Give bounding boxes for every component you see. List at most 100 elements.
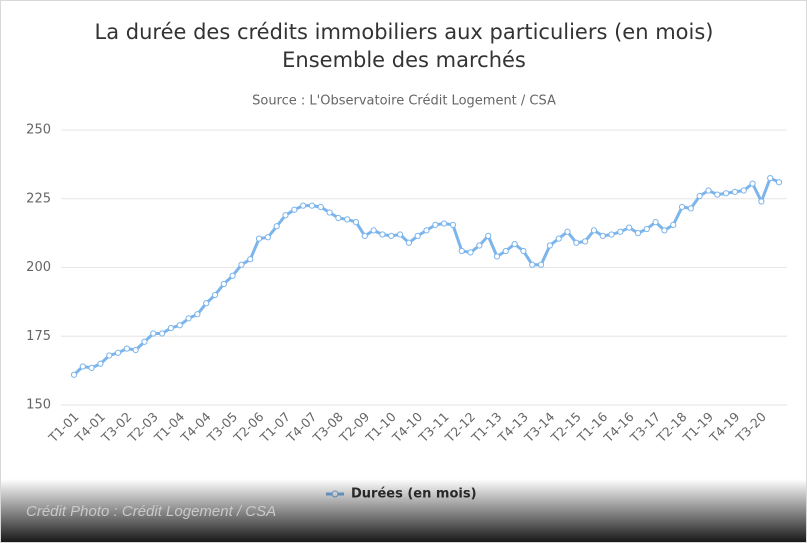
y-tick-label: 225 — [26, 191, 51, 206]
point-marker — [573, 239, 580, 246]
point-marker — [626, 224, 633, 231]
point-marker — [326, 209, 333, 216]
point-marker — [617, 228, 624, 235]
point-marker — [696, 192, 703, 200]
point-marker — [79, 363, 86, 370]
point-marker — [714, 191, 721, 198]
x-tick-label: T1-10 — [362, 409, 399, 446]
point-marker — [194, 311, 201, 318]
x-tick-label: T2-12 — [441, 409, 478, 446]
point-marker — [159, 330, 166, 337]
point-marker — [70, 371, 78, 378]
point-marker — [361, 232, 368, 239]
x-tick-label: T2-09 — [336, 409, 373, 446]
point-marker — [114, 349, 122, 356]
point-marker — [220, 280, 227, 288]
point-marker — [564, 228, 571, 235]
x-tick-label: T4-07 — [283, 409, 320, 446]
point-marker — [767, 175, 774, 182]
point-marker — [705, 187, 712, 194]
point-marker — [238, 261, 245, 268]
point-marker — [97, 360, 104, 367]
x-tick-label: T2-18 — [653, 409, 690, 446]
point-marker — [546, 242, 553, 249]
x-tick-label: T4-10 — [389, 409, 426, 446]
y-tick-label: 175 — [26, 329, 51, 344]
point-marker — [511, 241, 518, 248]
x-tick-label: T4-13 — [494, 409, 531, 446]
x-tick-label: T3-11 — [415, 409, 452, 446]
point-marker — [485, 232, 492, 239]
point-marker — [441, 220, 448, 227]
point-marker — [652, 219, 659, 226]
point-marker — [132, 346, 139, 354]
point-marker — [405, 239, 412, 246]
point-marker — [150, 330, 157, 337]
point-marker — [291, 206, 298, 213]
point-marker — [529, 261, 536, 268]
point-marker — [634, 230, 642, 237]
point-marker — [167, 324, 175, 332]
x-tick-label: T1-01 — [45, 409, 82, 446]
x-tick-label: T3-05 — [203, 409, 240, 446]
photo-shade — [1, 479, 806, 542]
point-marker — [273, 223, 280, 230]
point-marker — [255, 235, 263, 242]
point-marker — [740, 187, 747, 194]
chart-title: La durée des crédits immobiliers aux par… — [95, 20, 714, 44]
x-tick-label: T1-07 — [256, 409, 293, 446]
x-tick-label: T1-16 — [574, 409, 611, 446]
point-marker — [458, 247, 465, 255]
y-tick-label: 250 — [26, 123, 51, 138]
point-marker — [379, 231, 386, 238]
y-tick-label: 150 — [26, 398, 51, 413]
point-marker — [247, 256, 254, 263]
x-tick-label: T3-02 — [98, 409, 135, 446]
point-marker — [414, 232, 421, 239]
x-tick-label: T4-19 — [706, 409, 743, 446]
point-marker — [264, 234, 271, 241]
point-marker — [282, 212, 289, 219]
point-marker — [141, 338, 148, 345]
point-marker — [370, 227, 377, 234]
x-tick-label: T3-17 — [626, 409, 663, 446]
x-tick-label: T1-04 — [151, 409, 188, 446]
point-marker — [502, 247, 509, 255]
x-tick-label: T3-20 — [732, 409, 769, 446]
point-marker — [185, 315, 192, 322]
point-marker — [476, 242, 483, 249]
point-marker — [678, 203, 686, 211]
point-marker — [388, 232, 395, 239]
point-marker — [670, 221, 677, 228]
point-marker — [555, 235, 562, 242]
point-marker — [423, 227, 430, 234]
x-tick-label: T3-14 — [521, 409, 558, 446]
point-marker — [203, 300, 210, 307]
x-tick-label: T2-03 — [124, 409, 161, 446]
x-tick-label: T3-08 — [309, 409, 346, 446]
x-tick-label: T1-19 — [679, 409, 716, 446]
point-marker — [687, 205, 694, 212]
point-marker — [106, 352, 113, 359]
point-marker — [758, 198, 765, 205]
x-tick-label: T2-06 — [230, 409, 267, 446]
chart-subtitle: Source : L'Observatoire Crédit Logement … — [252, 94, 556, 109]
x-tick-label: T4-16 — [600, 409, 637, 446]
point-marker — [467, 249, 474, 256]
point-marker — [396, 231, 404, 238]
series-line — [72, 176, 780, 376]
point-marker — [344, 216, 351, 223]
point-marker — [723, 190, 730, 197]
point-marker — [317, 203, 324, 211]
point-marker — [775, 179, 783, 186]
x-tick-label: T4-01 — [71, 409, 108, 446]
point-marker — [352, 219, 360, 226]
y-tick-label: 200 — [26, 260, 51, 275]
point-marker — [229, 272, 236, 279]
point-marker — [432, 221, 439, 228]
point-marker — [590, 227, 598, 234]
point-marker — [88, 364, 95, 371]
point-marker — [608, 231, 615, 238]
